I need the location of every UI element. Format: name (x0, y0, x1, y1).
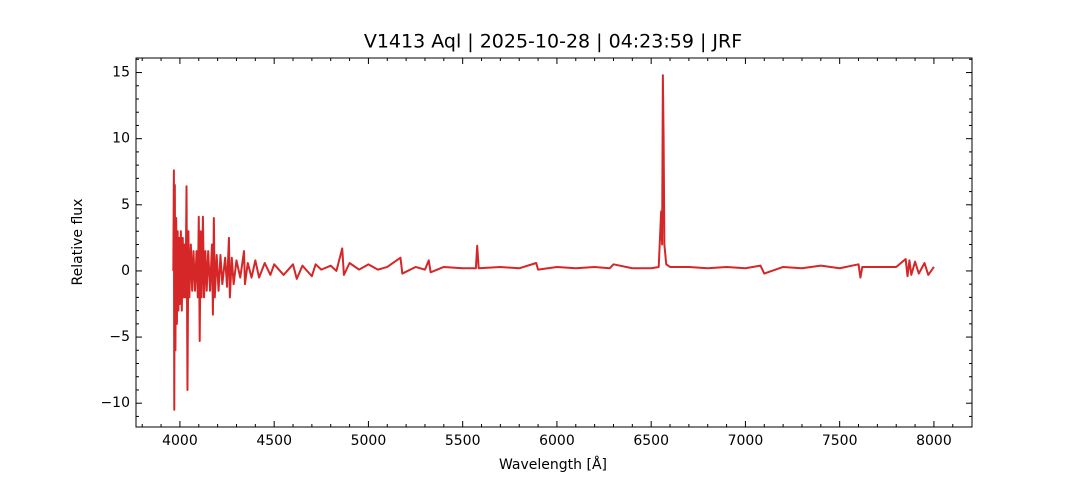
y-tick-label: 5 (121, 197, 130, 213)
y-tick-label: 0 (121, 263, 130, 279)
y-tick-label: −5 (109, 329, 130, 345)
y-tick-label: 10 (112, 131, 130, 147)
x-tick-label: 8000 (916, 433, 952, 449)
x-tick-label: 7000 (728, 433, 764, 449)
plot-frame (135, 57, 973, 428)
y-tick-label: −10 (100, 395, 130, 411)
x-tick-label: 4500 (256, 433, 292, 449)
y-tick-label: 15 (112, 65, 130, 81)
y-axis-label: Relative flux (70, 199, 86, 286)
x-tick-label: 6500 (633, 433, 669, 449)
x-tick-label: 5500 (445, 433, 481, 449)
x-tick-label: 6000 (539, 433, 575, 449)
spectrum-line (172, 74, 935, 411)
x-tick-label: 4000 (162, 433, 198, 449)
x-tick-label: 5000 (351, 433, 387, 449)
chart-title: V1413 Aql | 2025-10-28 | 04:23:59 | JRF (364, 31, 742, 53)
x-axis-label: Wavelength [Å] (499, 456, 607, 473)
x-tick-label: 7500 (822, 433, 858, 449)
